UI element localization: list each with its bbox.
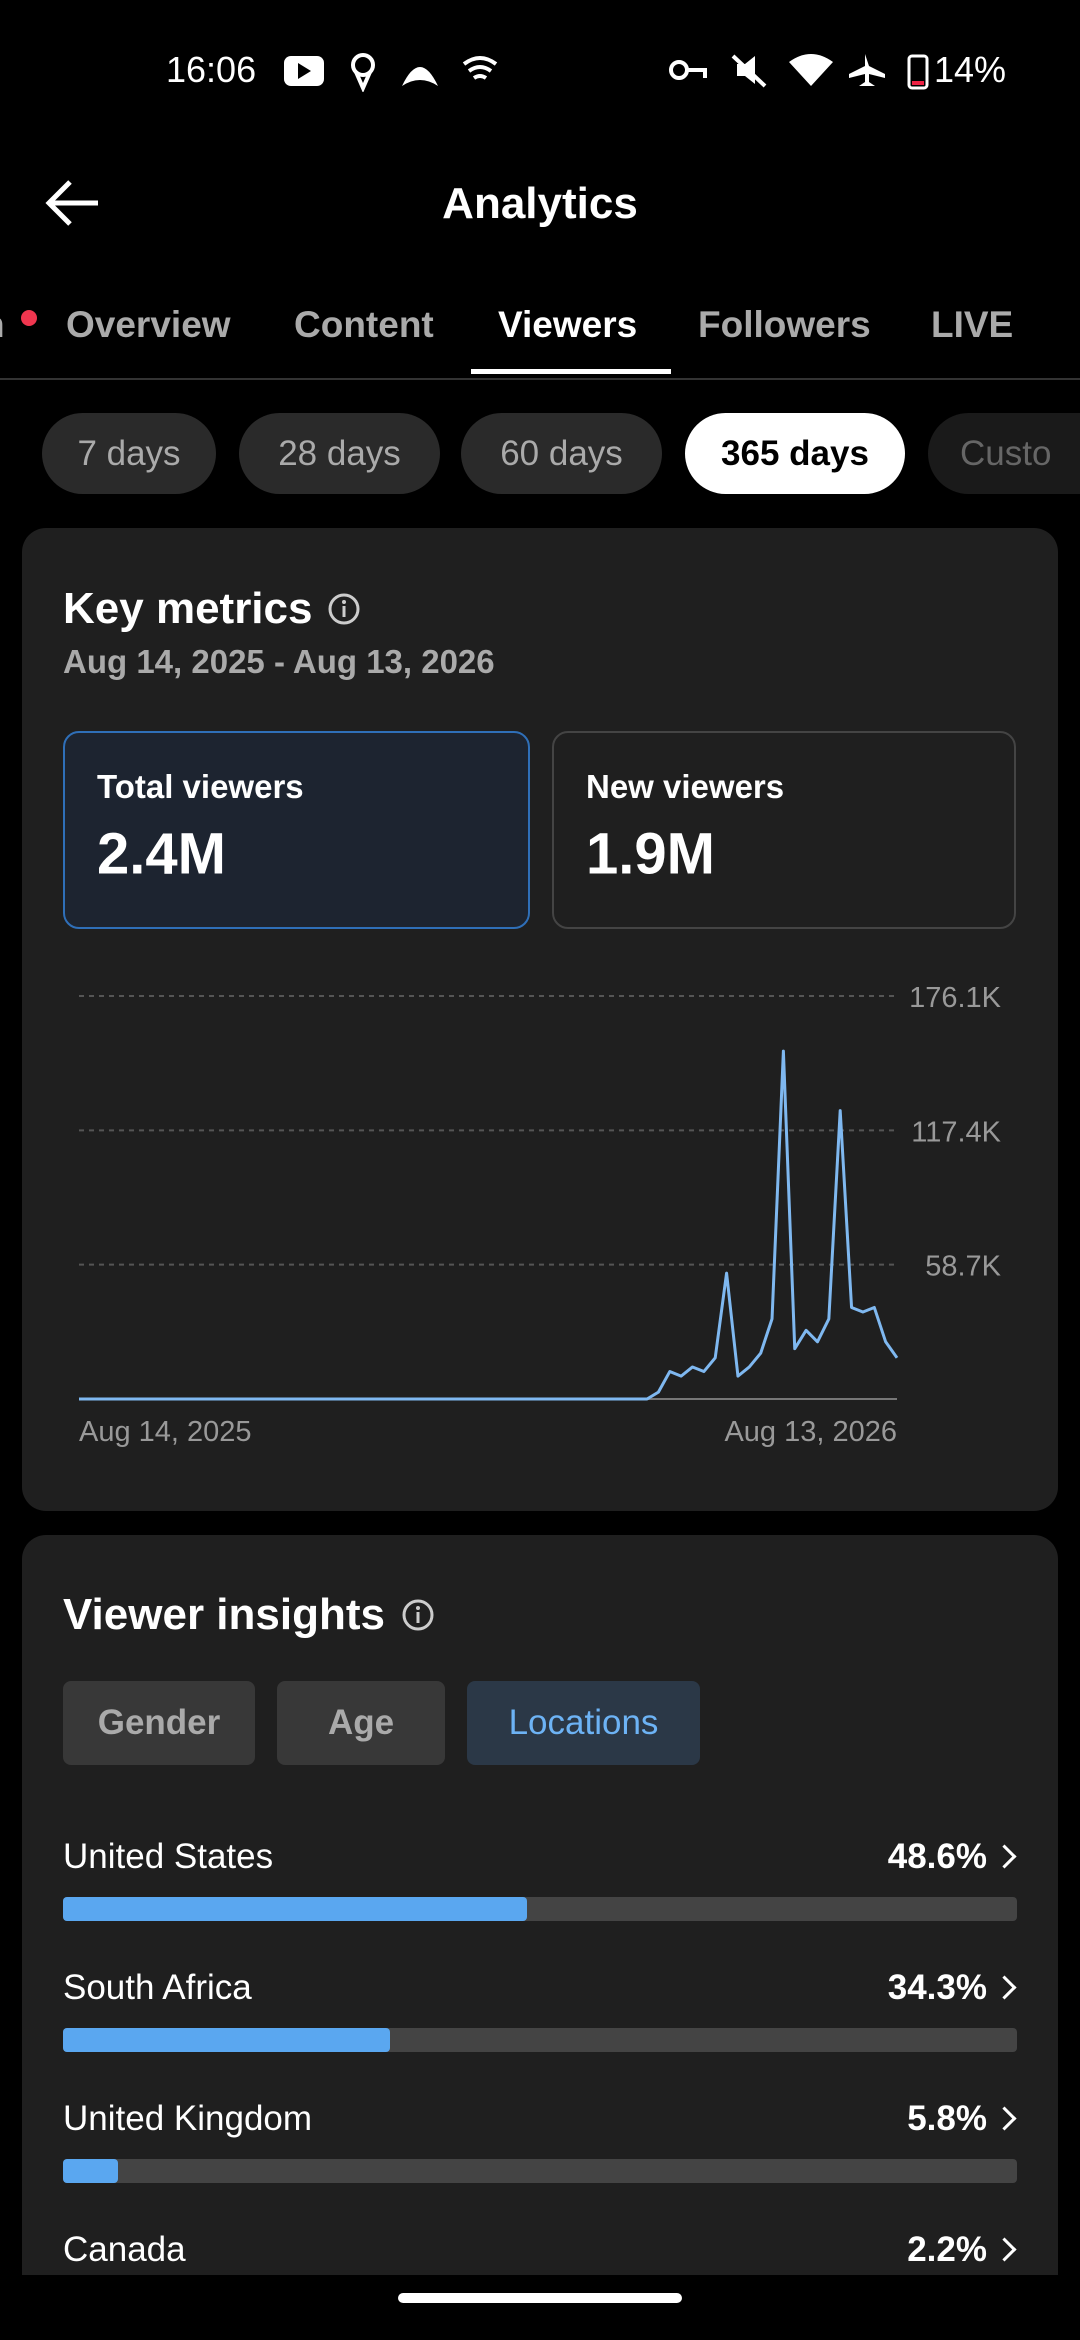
- tab[interactable]: Followers: [698, 304, 871, 345]
- nav-bar: [0, 2275, 1080, 2340]
- battery-level: 14%: [933, 49, 1006, 90]
- tab[interactable]: Overview: [66, 304, 231, 345]
- metric-label: Total viewers: [97, 768, 304, 805]
- metric-value: 2.4M: [97, 821, 226, 887]
- filter-button[interactable]: Locations: [467, 1681, 700, 1765]
- x-tick-label: Aug 14, 2025: [79, 1416, 252, 1448]
- status-icons-right: [669, 54, 929, 90]
- bar-track: [63, 2159, 1017, 2183]
- viewer-insights-card: [22, 1535, 1058, 2340]
- status-icons-left: [284, 53, 498, 92]
- home-indicator[interactable]: [398, 2293, 682, 2303]
- metric-card[interactable]: New viewers 1.9M: [552, 731, 1016, 929]
- metric-label: New viewers: [586, 768, 785, 805]
- location-percent: 5.8%: [907, 2099, 987, 2138]
- key-metrics-card: [22, 528, 1058, 1511]
- back-button[interactable]: [44, 178, 104, 228]
- tab[interactable]: n: [0, 304, 5, 346]
- info-icon[interactable]: [327, 592, 361, 626]
- info-icon[interactable]: [401, 1598, 435, 1632]
- clock: 16:06: [166, 49, 257, 90]
- tab[interactable]: LIVE: [931, 304, 1014, 345]
- range-pill[interactable]: Custo: [928, 413, 1080, 494]
- location-name: South Africa: [63, 1968, 252, 2007]
- bar: [63, 2028, 391, 2052]
- location-name: Canada: [63, 2230, 186, 2269]
- line-chart: 58.7K 117.4K 176.1K Aug 14, 2025 Aug 13, 202…: [79, 982, 1002, 1448]
- tab[interactable]: Viewers: [498, 304, 638, 345]
- y-tick-label: 58.7K: [925, 1251, 1001, 1283]
- location-name: United States: [63, 1837, 274, 1876]
- tab-fade: [1000, 270, 1080, 375]
- x-tick-label: Aug 13, 2026: [724, 1416, 897, 1448]
- location-percent: 48.6%: [887, 1837, 987, 1876]
- section-title: Key metrics: [63, 584, 313, 633]
- tab[interactable]: Content: [294, 304, 434, 345]
- range-pill[interactable]: 365 days: [685, 413, 905, 494]
- bar: [63, 2159, 119, 2183]
- location-percent: 34.3%: [887, 1968, 987, 2007]
- data-line: [79, 1049, 899, 1401]
- location-percent: 2.2%: [907, 2230, 987, 2269]
- divider: [0, 378, 1080, 380]
- filter-button[interactable]: Gender: [63, 1681, 255, 1765]
- section-title: Viewer insights: [63, 1590, 385, 1639]
- y-tick-label: 117.4K: [911, 1116, 1001, 1148]
- range-pill[interactable]: 7 days: [42, 413, 216, 494]
- metric-card[interactable]: Total viewers 2.4M: [63, 731, 530, 929]
- date-range: Aug 14, 2025 - Aug 13, 2026: [63, 643, 495, 680]
- page-title: Analytics: [442, 179, 638, 228]
- tab-underline: [471, 369, 671, 374]
- range-pill[interactable]: 28 days: [239, 413, 440, 494]
- location-name: United Kingdom: [63, 2099, 313, 2138]
- metric-value: 1.9M: [586, 821, 715, 887]
- range-pill[interactable]: 60 days: [461, 413, 662, 494]
- y-tick-label: 176.1K: [909, 982, 1002, 1014]
- notification-dot: [21, 310, 37, 326]
- filter-button[interactable]: Age: [277, 1681, 445, 1765]
- bar: [63, 1897, 527, 1921]
